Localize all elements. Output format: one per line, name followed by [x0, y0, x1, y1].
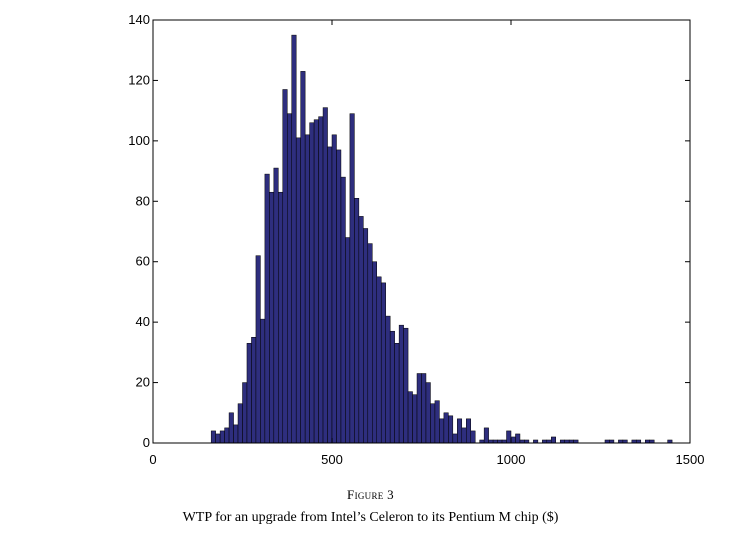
- histogram-bar: [466, 418, 471, 444]
- x-tick-label: 500: [321, 452, 343, 467]
- histogram-bar: [295, 137, 301, 444]
- plot-frame: [152, 19, 691, 444]
- y-tick-label: 60: [136, 254, 150, 269]
- histogram-bar: [340, 176, 346, 444]
- figure-label: Figure 3: [347, 487, 394, 502]
- histogram-bar: [224, 427, 230, 444]
- x-axis-tick-labels: 0 500 1000 1500: [149, 452, 704, 467]
- histogram-bar: [372, 261, 377, 444]
- histogram-bar: [349, 113, 355, 444]
- y-tick-label: 80: [136, 193, 150, 208]
- histogram-bar: [336, 149, 342, 444]
- histogram-bar: [215, 433, 221, 444]
- histogram-bar: [367, 243, 373, 444]
- histogram-bar: [264, 173, 270, 444]
- x-tick-label: 1500: [676, 452, 705, 467]
- histogram-bar: [331, 134, 337, 444]
- histogram-bar: [439, 418, 445, 444]
- figure-caption: WTP for an upgrade from Intel’s Celeron …: [182, 510, 559, 525]
- histogram-bar: [448, 415, 454, 444]
- histogram-bar: [421, 373, 427, 444]
- histogram-bar: [380, 282, 386, 444]
- histogram-bar: [470, 430, 476, 444]
- histogram-bar: [237, 403, 243, 444]
- histogram-bar: [219, 430, 225, 444]
- y-axis-tick-labels: 0 20 40 60 80 100 120 140: [128, 12, 150, 450]
- y-tick-label: 100: [128, 133, 150, 148]
- histogram-bar: [327, 146, 333, 444]
- histogram-bar: [430, 403, 436, 444]
- histogram-bar: [510, 436, 516, 444]
- histogram-bar: [394, 343, 400, 444]
- y-tick-label: 120: [128, 72, 150, 87]
- histogram-bar: [287, 113, 292, 444]
- histogram-bar: [273, 167, 279, 444]
- histogram-bar: [300, 71, 306, 444]
- histogram-bar: [278, 191, 284, 444]
- histogram-bar: [233, 424, 239, 444]
- histogram-bar: [309, 122, 315, 444]
- histogram-bar: [385, 315, 391, 444]
- histogram-bar: [363, 228, 369, 444]
- histogram-bar: [260, 318, 266, 444]
- histogram-bar: [443, 412, 449, 444]
- histogram-bar: [483, 427, 489, 444]
- histogram-bar: [282, 89, 288, 444]
- histogram-bar: [228, 412, 234, 444]
- histogram-bar: [425, 382, 431, 444]
- histogram-bar: [452, 433, 458, 444]
- histogram-bar: [354, 198, 360, 444]
- histogram-bar: [318, 116, 324, 444]
- histogram-bar: [551, 436, 557, 444]
- histogram-bar: [407, 391, 413, 444]
- histogram-bar: [345, 237, 351, 444]
- histogram-bar: [291, 34, 297, 444]
- histogram-bar: [313, 119, 319, 444]
- histogram-bar: [358, 216, 364, 444]
- histogram-bar: [304, 134, 310, 444]
- histogram-bar: [242, 382, 248, 444]
- histogram-bar: [246, 343, 252, 444]
- histogram-bar: [398, 324, 404, 444]
- histogram-bars: [210, 34, 673, 444]
- histogram-bar: [255, 255, 261, 444]
- histogram-bar: [412, 394, 418, 444]
- histogram-bar: [506, 430, 512, 444]
- histogram-bar: [251, 337, 257, 444]
- histogram-bar: [416, 373, 422, 444]
- x-tick-label: 0: [149, 452, 156, 467]
- histogram-bar: [434, 400, 440, 444]
- histogram-bar: [269, 191, 275, 444]
- histogram-bar: [457, 418, 463, 444]
- histogram-bar: [515, 433, 521, 444]
- histogram-bar: [322, 107, 328, 444]
- histogram-bar: [461, 427, 467, 444]
- y-tick-label: 20: [136, 375, 150, 390]
- histogram-bar: [389, 330, 395, 444]
- y-tick-label: 40: [136, 314, 150, 329]
- histogram-bar: [403, 327, 409, 444]
- histogram-bar: [376, 276, 382, 444]
- y-tick-label: 140: [128, 12, 150, 27]
- axis-ticks: [152, 19, 691, 444]
- histogram-bar: [210, 430, 216, 444]
- y-tick-label: 0: [143, 435, 150, 450]
- x-tick-label: 1000: [497, 452, 526, 467]
